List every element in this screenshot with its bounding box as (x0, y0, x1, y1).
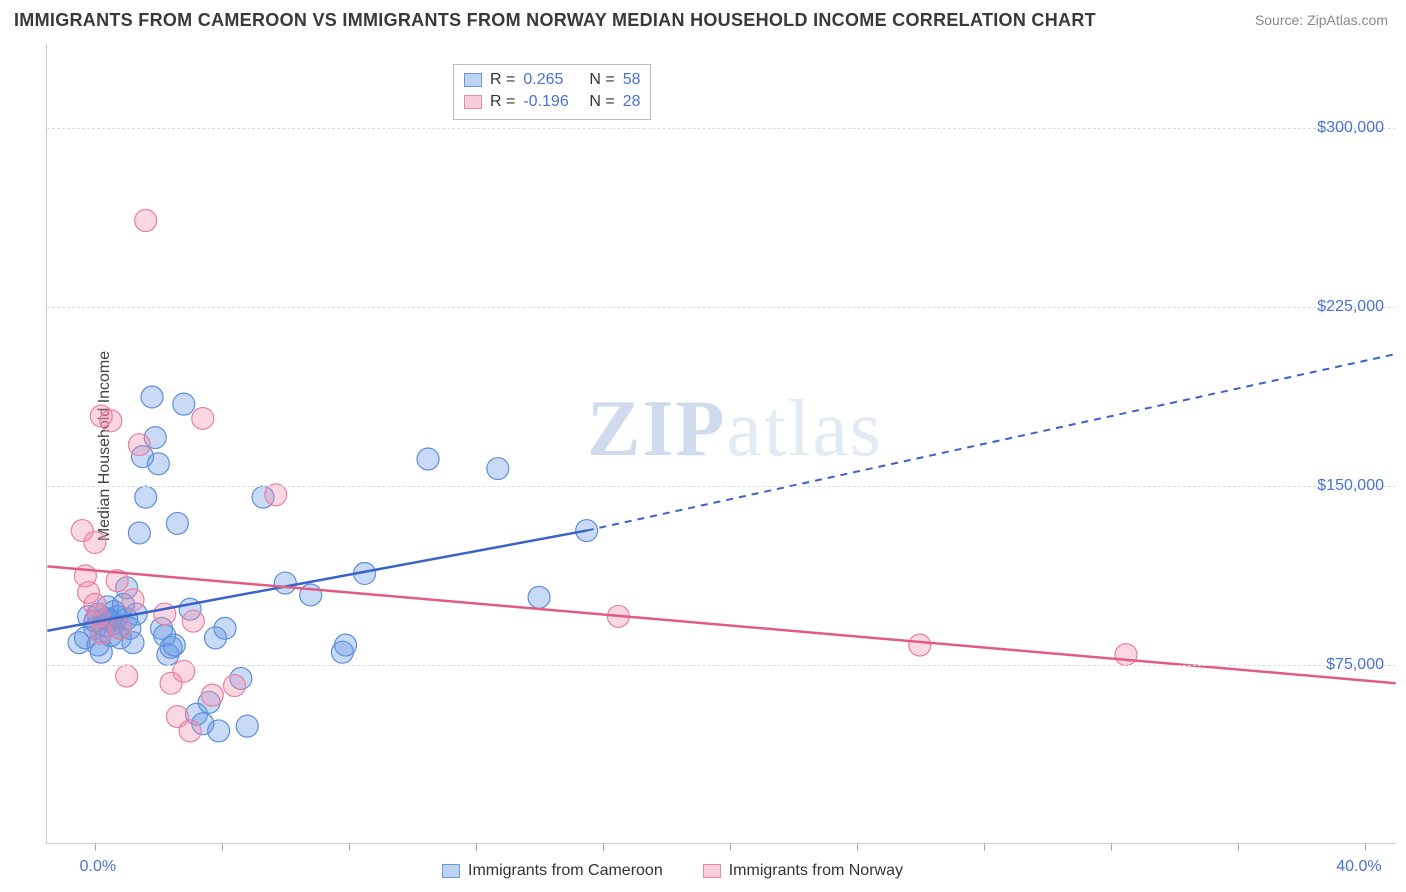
data-point (265, 484, 287, 506)
legend-row: R = -0.196 N = 28 (464, 91, 640, 113)
legend-n-value: 28 (623, 91, 641, 113)
y-tick-label: $300,000 (1317, 119, 1384, 137)
gridline (47, 307, 1396, 308)
x-tick (1365, 843, 1366, 851)
legend-series-label: Immigrants from Cameroon (468, 862, 663, 880)
y-tick-label: $225,000 (1317, 298, 1384, 316)
x-tick (222, 843, 223, 851)
legend-r-value: 0.265 (523, 69, 581, 91)
chart-title: IMMIGRANTS FROM CAMEROON VS IMMIGRANTS F… (14, 10, 1096, 31)
x-tick (95, 843, 96, 851)
data-point (173, 393, 195, 415)
data-point (128, 522, 150, 544)
x-axis-max-label: 40.0% (1336, 858, 1381, 876)
data-point (122, 589, 144, 611)
data-point (487, 458, 509, 480)
data-point (528, 586, 550, 608)
data-point (109, 617, 131, 639)
legend-swatch (464, 95, 482, 109)
plot-svg (47, 44, 1396, 843)
x-tick (476, 843, 477, 851)
legend-r-label: R = (490, 69, 515, 91)
data-point (84, 531, 106, 553)
data-point (135, 486, 157, 508)
series-legend: Immigrants from Cameroon Immigrants from … (442, 862, 903, 880)
data-point (141, 386, 163, 408)
x-tick (857, 843, 858, 851)
data-point (179, 720, 201, 742)
legend-r-value: -0.196 (523, 91, 581, 113)
data-point (192, 407, 214, 429)
x-tick (603, 843, 604, 851)
legend-swatch (703, 864, 721, 878)
data-point (90, 622, 112, 644)
data-point (166, 512, 188, 534)
y-tick-label: $150,000 (1317, 477, 1384, 495)
data-point (335, 634, 357, 656)
data-point (100, 410, 122, 432)
legend-series-label: Immigrants from Norway (729, 862, 903, 880)
x-tick (349, 843, 350, 851)
data-point (214, 617, 236, 639)
x-tick (1238, 843, 1239, 851)
legend-r-label: R = (490, 91, 515, 113)
legend-swatch (464, 73, 482, 87)
x-tick (984, 843, 985, 851)
x-tick (730, 843, 731, 851)
legend-n-label: N = (589, 91, 614, 113)
legend-n-label: N = (589, 69, 614, 91)
y-tick-label: $75,000 (1326, 656, 1384, 674)
data-point (135, 210, 157, 232)
data-point (208, 720, 230, 742)
legend-row: R = 0.265 N = 58 (464, 69, 640, 91)
data-point (163, 634, 185, 656)
data-point (128, 434, 150, 456)
x-axis-min-label: 0.0% (80, 858, 116, 876)
data-point (201, 684, 223, 706)
correlation-legend: R = 0.265 N = 58 R = -0.196 N = 28 (453, 64, 651, 120)
legend-swatch (442, 864, 460, 878)
source-attribution: Source: ZipAtlas.com (1255, 12, 1388, 28)
legend-n-value: 58 (623, 69, 641, 91)
trend-line-extrapolated (587, 354, 1396, 530)
data-point (116, 665, 138, 687)
data-point (274, 572, 296, 594)
gridline (47, 665, 1396, 666)
data-point (1115, 644, 1137, 666)
data-point (173, 660, 195, 682)
x-tick (1111, 843, 1112, 851)
legend-item: Immigrants from Norway (703, 862, 903, 880)
data-point (147, 453, 169, 475)
plot-area: ZIPatlas R =0.265N =58R =-0.196N =28 $75… (46, 44, 1396, 844)
data-point (909, 634, 931, 656)
data-point (417, 448, 439, 470)
data-point (224, 675, 246, 697)
data-point (236, 715, 258, 737)
legend-item: Immigrants from Cameroon (442, 862, 663, 880)
gridline (47, 128, 1396, 129)
data-point (182, 610, 204, 632)
gridline (47, 486, 1396, 487)
